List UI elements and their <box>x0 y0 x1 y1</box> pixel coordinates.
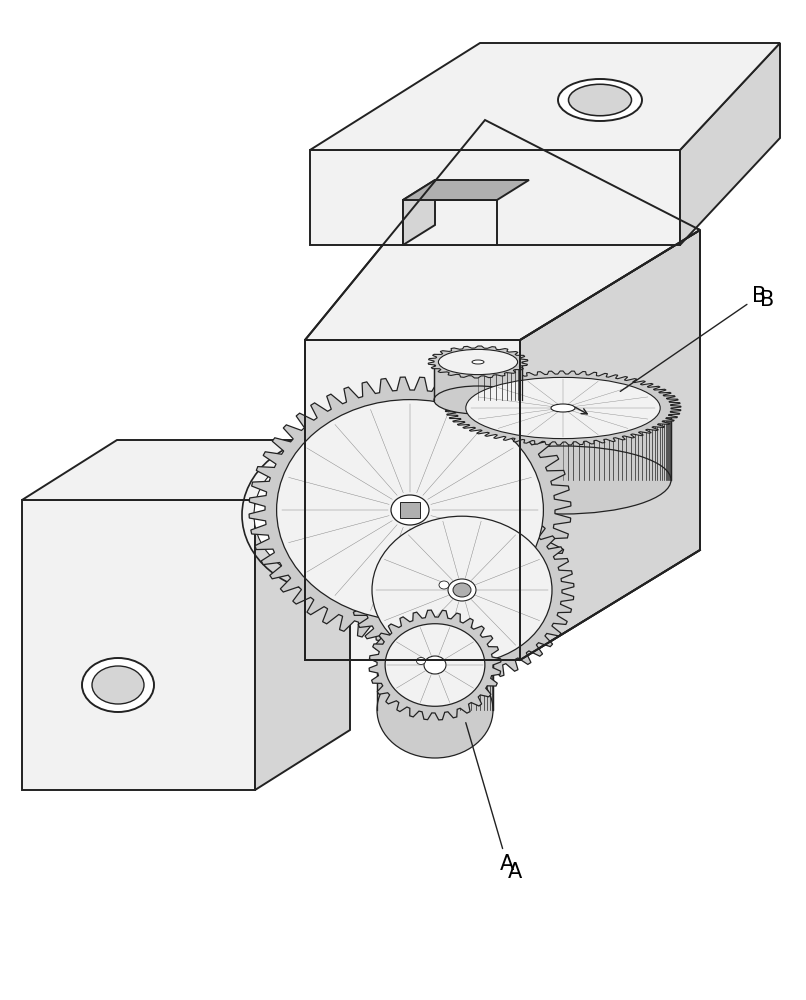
Ellipse shape <box>417 658 426 664</box>
Polygon shape <box>377 665 493 710</box>
Ellipse shape <box>82 658 154 712</box>
Polygon shape <box>455 408 671 480</box>
Ellipse shape <box>466 377 660 439</box>
Ellipse shape <box>568 84 631 116</box>
Polygon shape <box>350 498 574 682</box>
Ellipse shape <box>276 400 543 620</box>
Polygon shape <box>305 340 520 660</box>
Polygon shape <box>305 120 700 340</box>
Ellipse shape <box>439 581 449 589</box>
Ellipse shape <box>391 495 429 525</box>
Ellipse shape <box>453 583 471 597</box>
Polygon shape <box>310 43 780 150</box>
Ellipse shape <box>385 624 485 706</box>
Ellipse shape <box>254 446 422 584</box>
Polygon shape <box>249 377 571 643</box>
Polygon shape <box>403 180 529 200</box>
Ellipse shape <box>472 360 484 364</box>
Ellipse shape <box>558 79 642 121</box>
Polygon shape <box>428 346 528 378</box>
Text: A: A <box>466 723 514 874</box>
Polygon shape <box>400 502 420 518</box>
Text: A: A <box>508 862 522 882</box>
Polygon shape <box>445 371 681 445</box>
Ellipse shape <box>455 446 671 514</box>
Polygon shape <box>369 610 501 720</box>
Ellipse shape <box>551 404 575 412</box>
Polygon shape <box>520 230 700 660</box>
Ellipse shape <box>377 662 493 758</box>
Ellipse shape <box>372 516 552 664</box>
Polygon shape <box>403 200 497 245</box>
Polygon shape <box>434 362 522 400</box>
Ellipse shape <box>448 579 476 601</box>
Polygon shape <box>255 440 350 790</box>
Polygon shape <box>22 500 255 790</box>
Ellipse shape <box>92 666 144 704</box>
Polygon shape <box>310 150 680 245</box>
Polygon shape <box>403 180 435 245</box>
Text: B: B <box>621 286 767 391</box>
Polygon shape <box>680 43 780 245</box>
Ellipse shape <box>424 656 446 674</box>
Polygon shape <box>22 440 350 500</box>
Text: B: B <box>760 290 775 310</box>
Ellipse shape <box>434 386 522 414</box>
Ellipse shape <box>438 349 517 375</box>
